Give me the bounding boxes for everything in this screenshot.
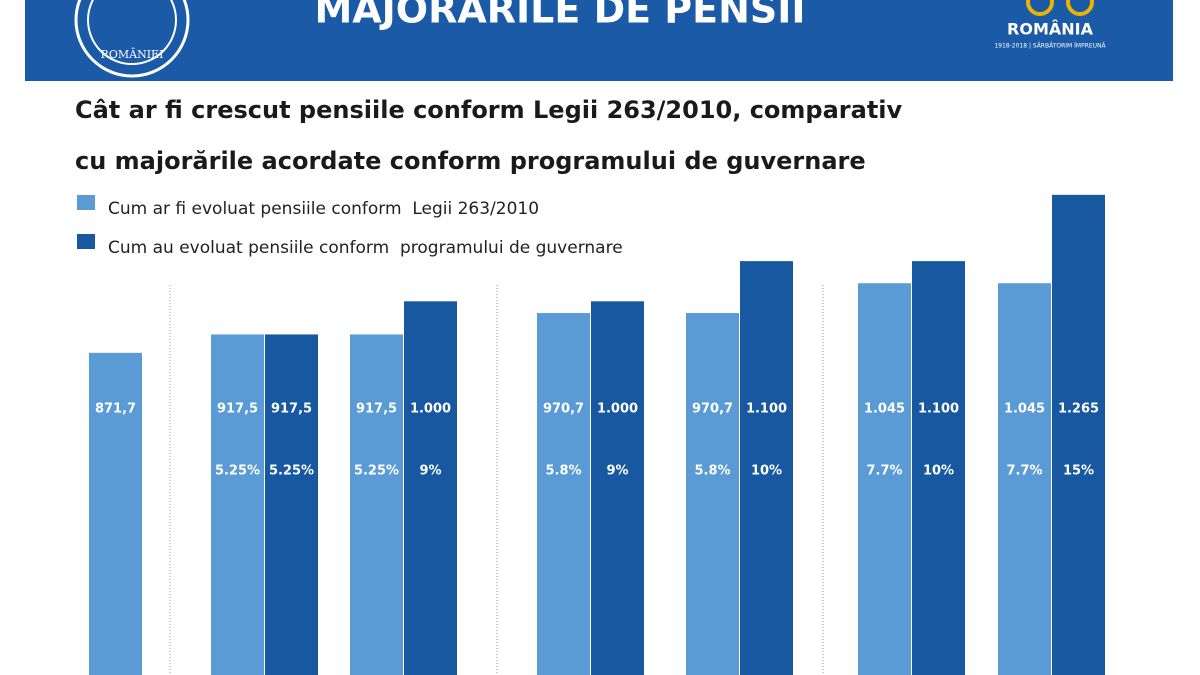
increase-label: 5.8%: [694, 464, 730, 479]
increase-label: 9%: [419, 464, 441, 479]
value-label: 917,5: [271, 402, 312, 417]
header-band: [25, 0, 1173, 81]
value-label: 1.265: [1058, 402, 1099, 417]
value-label: 1.100: [746, 402, 787, 417]
bar: [740, 261, 793, 675]
increase-label: 15%: [1063, 464, 1094, 479]
brand: ROMÂNIA: [1007, 20, 1094, 39]
value-label: 1.000: [410, 402, 451, 417]
value-label: 871,7: [95, 402, 136, 417]
increase-label: 5.25%: [354, 464, 399, 479]
logo-ring: [74, 0, 190, 78]
increase-label: 5.25%: [215, 464, 260, 479]
value-label: 917,5: [356, 402, 397, 417]
increase-label: 9%: [606, 464, 628, 479]
value-label: 1.045: [864, 402, 905, 417]
value-label: 970,7: [692, 402, 733, 417]
bar: [686, 313, 739, 675]
value-label: 917,5: [217, 402, 258, 417]
legend-swatch: [77, 234, 95, 249]
header-title: MAJORĂRILE DE PENSII: [314, 0, 805, 32]
bar: [211, 334, 264, 675]
legend-swatch: [77, 195, 95, 210]
bar: [591, 301, 644, 675]
bar: [912, 261, 965, 675]
chart-title: Cât ar fi crescut pensiile conform Legii…: [75, 96, 903, 124]
logo-text: ROMÂNIEI: [101, 47, 164, 61]
increase-label: 10%: [923, 464, 954, 479]
bar: [858, 283, 911, 675]
bar: [998, 283, 1051, 675]
value-label: 970,7: [543, 402, 584, 417]
value-label: 1.100: [918, 402, 959, 417]
increase-label: 7.7%: [866, 464, 902, 479]
increase-label: 10%: [751, 464, 782, 479]
legend-label: Cum au evoluat pensiile conform programu…: [108, 238, 623, 258]
brand-tagline: 1918-2018 | SĂRBĂTORIM ÎMPREUNĂ: [994, 43, 1106, 50]
logo-inner: [87, 0, 177, 65]
bar: [404, 301, 457, 675]
value-label: 1.045: [1004, 402, 1045, 417]
increase-label: 7.7%: [1006, 464, 1042, 479]
increase-label: 5.8%: [545, 464, 581, 479]
bar: [1052, 194, 1105, 675]
increase-label: 5.25%: [269, 464, 314, 479]
bar: [265, 334, 318, 675]
chart-title: cu majorările acordate conform programul…: [75, 147, 866, 175]
bar: [350, 334, 403, 675]
brand-mark: [1026, 0, 1054, 16]
bar: [89, 352, 142, 675]
brand-mark: [1066, 0, 1094, 16]
legend-label: Cum ar fi evoluat pensiile conform Legii…: [108, 199, 539, 219]
bar: [537, 313, 590, 675]
value-label: 1.000: [597, 402, 638, 417]
